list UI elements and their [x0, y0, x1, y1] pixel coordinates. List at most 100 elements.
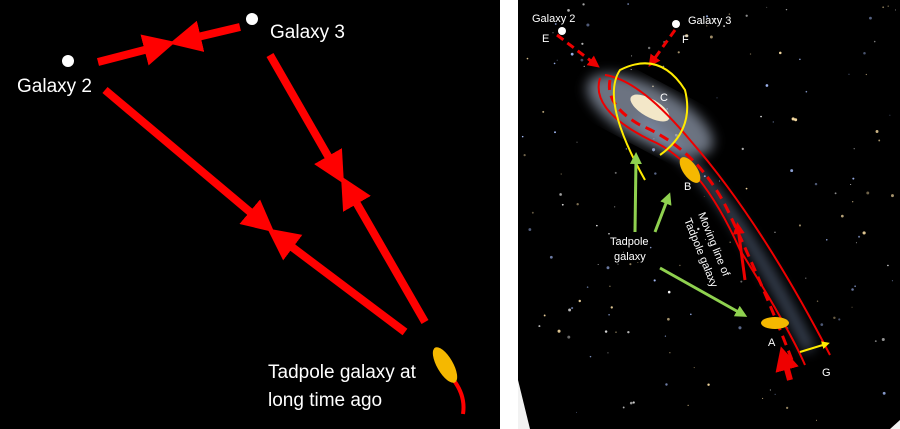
star: [805, 278, 806, 279]
star: [815, 183, 817, 185]
star: [559, 193, 562, 196]
star: [707, 383, 709, 385]
star: [866, 192, 869, 195]
star: [883, 392, 886, 395]
star: [542, 111, 544, 113]
star: [852, 307, 853, 308]
star: [527, 58, 529, 60]
star: [667, 318, 670, 321]
star: [816, 420, 817, 421]
star: [654, 279, 656, 281]
star: [678, 51, 680, 53]
star: [874, 41, 876, 43]
star: [740, 281, 742, 283]
star: [615, 331, 616, 332]
star: [786, 9, 787, 10]
star: [766, 84, 769, 87]
star: [863, 52, 866, 55]
star: [888, 6, 889, 7]
star: [850, 184, 851, 185]
right-background: [518, 0, 900, 429]
star: [607, 266, 610, 269]
point-label: A: [768, 337, 776, 349]
star: [627, 3, 629, 5]
star: [746, 188, 748, 190]
star: [552, 32, 553, 33]
star: [582, 3, 584, 5]
star: [581, 43, 583, 45]
star: [852, 201, 853, 202]
star: [524, 154, 526, 156]
star: [887, 265, 888, 266]
star: [792, 117, 795, 120]
star: [596, 225, 598, 227]
star: [568, 309, 571, 312]
star: [598, 264, 599, 265]
tadpole-label: Tadpole: [610, 236, 649, 248]
star: [586, 24, 589, 27]
star: [856, 242, 857, 243]
star: [876, 130, 879, 133]
star: [605, 330, 607, 332]
star: [679, 265, 680, 266]
star: [835, 192, 837, 194]
star: [631, 55, 632, 56]
star: [557, 60, 558, 61]
star: [587, 286, 589, 288]
star: [584, 66, 585, 67]
star: [652, 148, 655, 151]
star: [567, 9, 570, 12]
star: [554, 131, 556, 133]
point-label: E: [542, 33, 549, 45]
star: [630, 402, 633, 405]
star: [891, 194, 894, 197]
star: [571, 307, 573, 309]
star: [790, 169, 793, 172]
page: Galaxy 2 Galaxy 3 Tadpole galaxy at long…: [0, 0, 900, 429]
star: [854, 148, 855, 149]
star: [567, 336, 570, 339]
star: [627, 331, 629, 333]
tadpole-label: Tadpole galaxy at: [268, 362, 417, 383]
star: [665, 383, 667, 385]
star: [608, 233, 610, 235]
point-label: C: [660, 92, 668, 104]
star: [852, 178, 854, 180]
left-panel: Galaxy 2 Galaxy 3 Tadpole galaxy at long…: [0, 0, 500, 429]
star: [648, 47, 650, 49]
galaxy-3-label: Galaxy 3: [688, 15, 731, 27]
star: [609, 286, 610, 287]
star: [522, 136, 524, 138]
star: [746, 15, 748, 17]
star: [550, 256, 553, 259]
star: [817, 301, 818, 302]
star: [841, 215, 844, 218]
point-label: B: [684, 181, 691, 193]
star: [851, 288, 854, 291]
star: [590, 356, 592, 358]
star: [742, 148, 744, 150]
point-label: F: [682, 34, 689, 46]
star: [528, 228, 531, 231]
star: [581, 59, 584, 62]
star: [669, 352, 670, 353]
star: [626, 148, 627, 149]
star: [889, 115, 890, 116]
star: [826, 239, 828, 241]
star: [738, 326, 741, 329]
point-label: G: [822, 367, 831, 379]
galaxy-3-label: Galaxy 3: [270, 22, 345, 43]
star: [750, 53, 751, 54]
star: [854, 285, 856, 287]
star: [608, 314, 610, 316]
star: [849, 74, 850, 75]
star: [858, 236, 860, 238]
star: [820, 323, 823, 326]
galaxy-3-dot: [246, 13, 258, 25]
star: [838, 318, 840, 320]
star: [869, 17, 872, 20]
star: [538, 325, 540, 327]
galaxy-2-label: Galaxy 2: [532, 13, 575, 25]
star: [614, 206, 615, 207]
star: [892, 280, 893, 281]
